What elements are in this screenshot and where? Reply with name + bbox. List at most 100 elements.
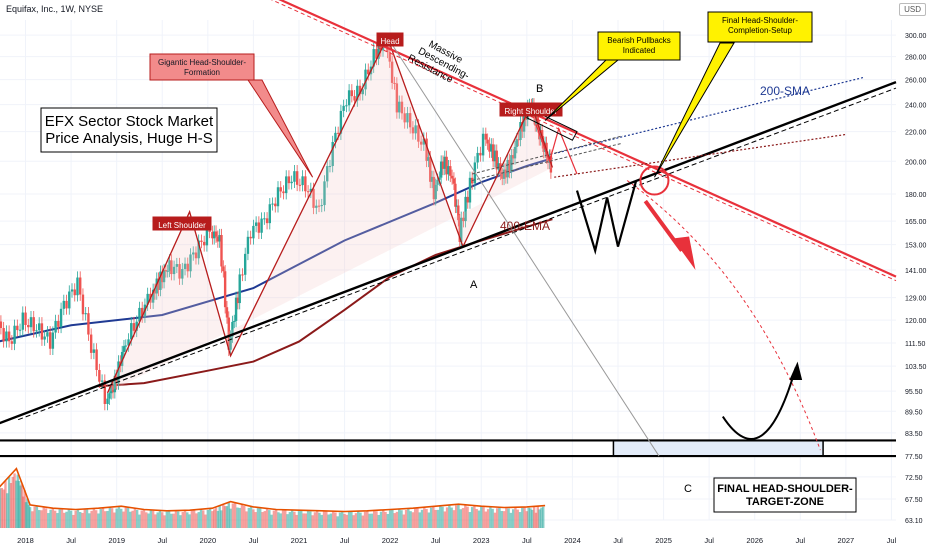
ema-extension bbox=[554, 133, 846, 178]
volume-bar bbox=[496, 508, 499, 528]
volume-bar bbox=[331, 511, 335, 528]
candle-body bbox=[238, 274, 241, 304]
candle-body bbox=[513, 146, 517, 159]
y-tick-label: 89.50 bbox=[905, 409, 923, 416]
candle-body bbox=[309, 188, 313, 192]
volume-bar bbox=[28, 507, 32, 528]
volume-bar bbox=[466, 506, 469, 528]
volume-bar bbox=[279, 513, 282, 528]
volume-bar bbox=[393, 513, 396, 528]
candle-body bbox=[153, 289, 157, 294]
y-tick-label: 220.00 bbox=[905, 130, 927, 137]
candle-body bbox=[13, 325, 16, 344]
volume-bar bbox=[357, 511, 360, 528]
volume-bar bbox=[268, 510, 271, 528]
volume-bar bbox=[461, 508, 465, 528]
candle-body bbox=[279, 187, 282, 192]
volume-bar bbox=[67, 509, 71, 528]
volume-bar bbox=[372, 510, 376, 528]
candle-body bbox=[57, 320, 60, 327]
candle-body bbox=[457, 205, 460, 221]
volume-bar bbox=[277, 512, 280, 528]
w-pattern-path bbox=[575, 180, 638, 256]
candle-body bbox=[285, 176, 288, 194]
volume-bar bbox=[58, 509, 61, 528]
candle-body bbox=[138, 307, 141, 322]
candle-body bbox=[347, 90, 351, 106]
x-tick-label: 2027 bbox=[838, 536, 855, 545]
volume-bar bbox=[329, 513, 333, 528]
candle-body bbox=[356, 85, 359, 101]
x-tick-label: Jul bbox=[613, 536, 623, 545]
pullback-arrow-path bbox=[535, 124, 578, 175]
right-shoulder-label-text: Right Shoulder bbox=[505, 107, 558, 116]
volume-bar bbox=[432, 506, 435, 528]
candle-body bbox=[222, 266, 225, 272]
volume-bar bbox=[402, 514, 405, 528]
candle-body bbox=[317, 205, 321, 207]
volume-bar bbox=[149, 510, 153, 528]
candle-body bbox=[326, 166, 329, 182]
target-zone-label-text: FINAL HEAD-SHOULDER- bbox=[717, 483, 853, 495]
candle-body bbox=[62, 300, 66, 309]
volume-bar bbox=[477, 510, 481, 528]
candle-body bbox=[438, 177, 441, 180]
volume-bar bbox=[117, 506, 121, 528]
projection-gray-line bbox=[386, 36, 660, 457]
volume-bar bbox=[350, 511, 353, 528]
volume-bar bbox=[464, 504, 467, 528]
volume-bar bbox=[4, 480, 7, 528]
candle-body bbox=[27, 324, 30, 328]
volume-bar bbox=[322, 511, 326, 528]
candle-body bbox=[508, 159, 511, 173]
volume-bar bbox=[243, 505, 246, 528]
candle-body bbox=[227, 317, 230, 350]
red-arrow-head bbox=[672, 236, 696, 270]
candle-body bbox=[468, 177, 472, 203]
volume-bar bbox=[245, 511, 248, 528]
y-tick-label: 103.50 bbox=[905, 364, 927, 371]
candle-body bbox=[375, 49, 378, 59]
candle-body bbox=[106, 398, 109, 404]
volume-bar bbox=[154, 514, 157, 528]
candle-body bbox=[521, 122, 524, 132]
candle-body bbox=[178, 264, 181, 279]
volume-bar bbox=[15, 480, 18, 528]
volume-bar bbox=[179, 515, 182, 528]
candle-body bbox=[517, 139, 520, 141]
volume-bar bbox=[263, 511, 266, 528]
candle-body bbox=[111, 386, 115, 393]
candle-body bbox=[495, 150, 498, 170]
volume-bar bbox=[375, 511, 378, 528]
candle-body bbox=[132, 323, 136, 331]
volume-bar bbox=[72, 514, 75, 528]
candle-body bbox=[439, 161, 443, 178]
descending-resistance-dashed bbox=[270, 0, 897, 282]
channel-dashed-line bbox=[472, 142, 623, 181]
volume-bar bbox=[192, 510, 196, 528]
y-tick-label: 83.50 bbox=[905, 431, 923, 438]
volume-bar bbox=[297, 511, 301, 528]
candle-body bbox=[345, 105, 348, 107]
candle-body bbox=[268, 204, 272, 224]
volume-bar bbox=[142, 509, 146, 528]
candle-body bbox=[108, 393, 111, 399]
candle-body bbox=[35, 330, 38, 332]
candle-body bbox=[350, 90, 354, 97]
candle-body bbox=[127, 339, 130, 346]
volume-bar bbox=[172, 513, 175, 528]
candle-body bbox=[59, 308, 63, 327]
candle-body bbox=[479, 152, 482, 156]
volume-bar bbox=[13, 473, 16, 528]
x-tick-label: 2026 bbox=[746, 536, 763, 545]
candle-body bbox=[110, 386, 113, 394]
y-tick-label: 180.00 bbox=[905, 192, 927, 199]
volume-bar bbox=[167, 510, 171, 528]
volume-bar bbox=[176, 511, 180, 528]
y-tick-label: 63.10 bbox=[905, 518, 923, 525]
candle-body bbox=[220, 235, 223, 267]
support-trendline bbox=[0, 80, 897, 425]
candle-body bbox=[225, 307, 229, 318]
currency-badge[interactable]: USD bbox=[899, 3, 926, 16]
